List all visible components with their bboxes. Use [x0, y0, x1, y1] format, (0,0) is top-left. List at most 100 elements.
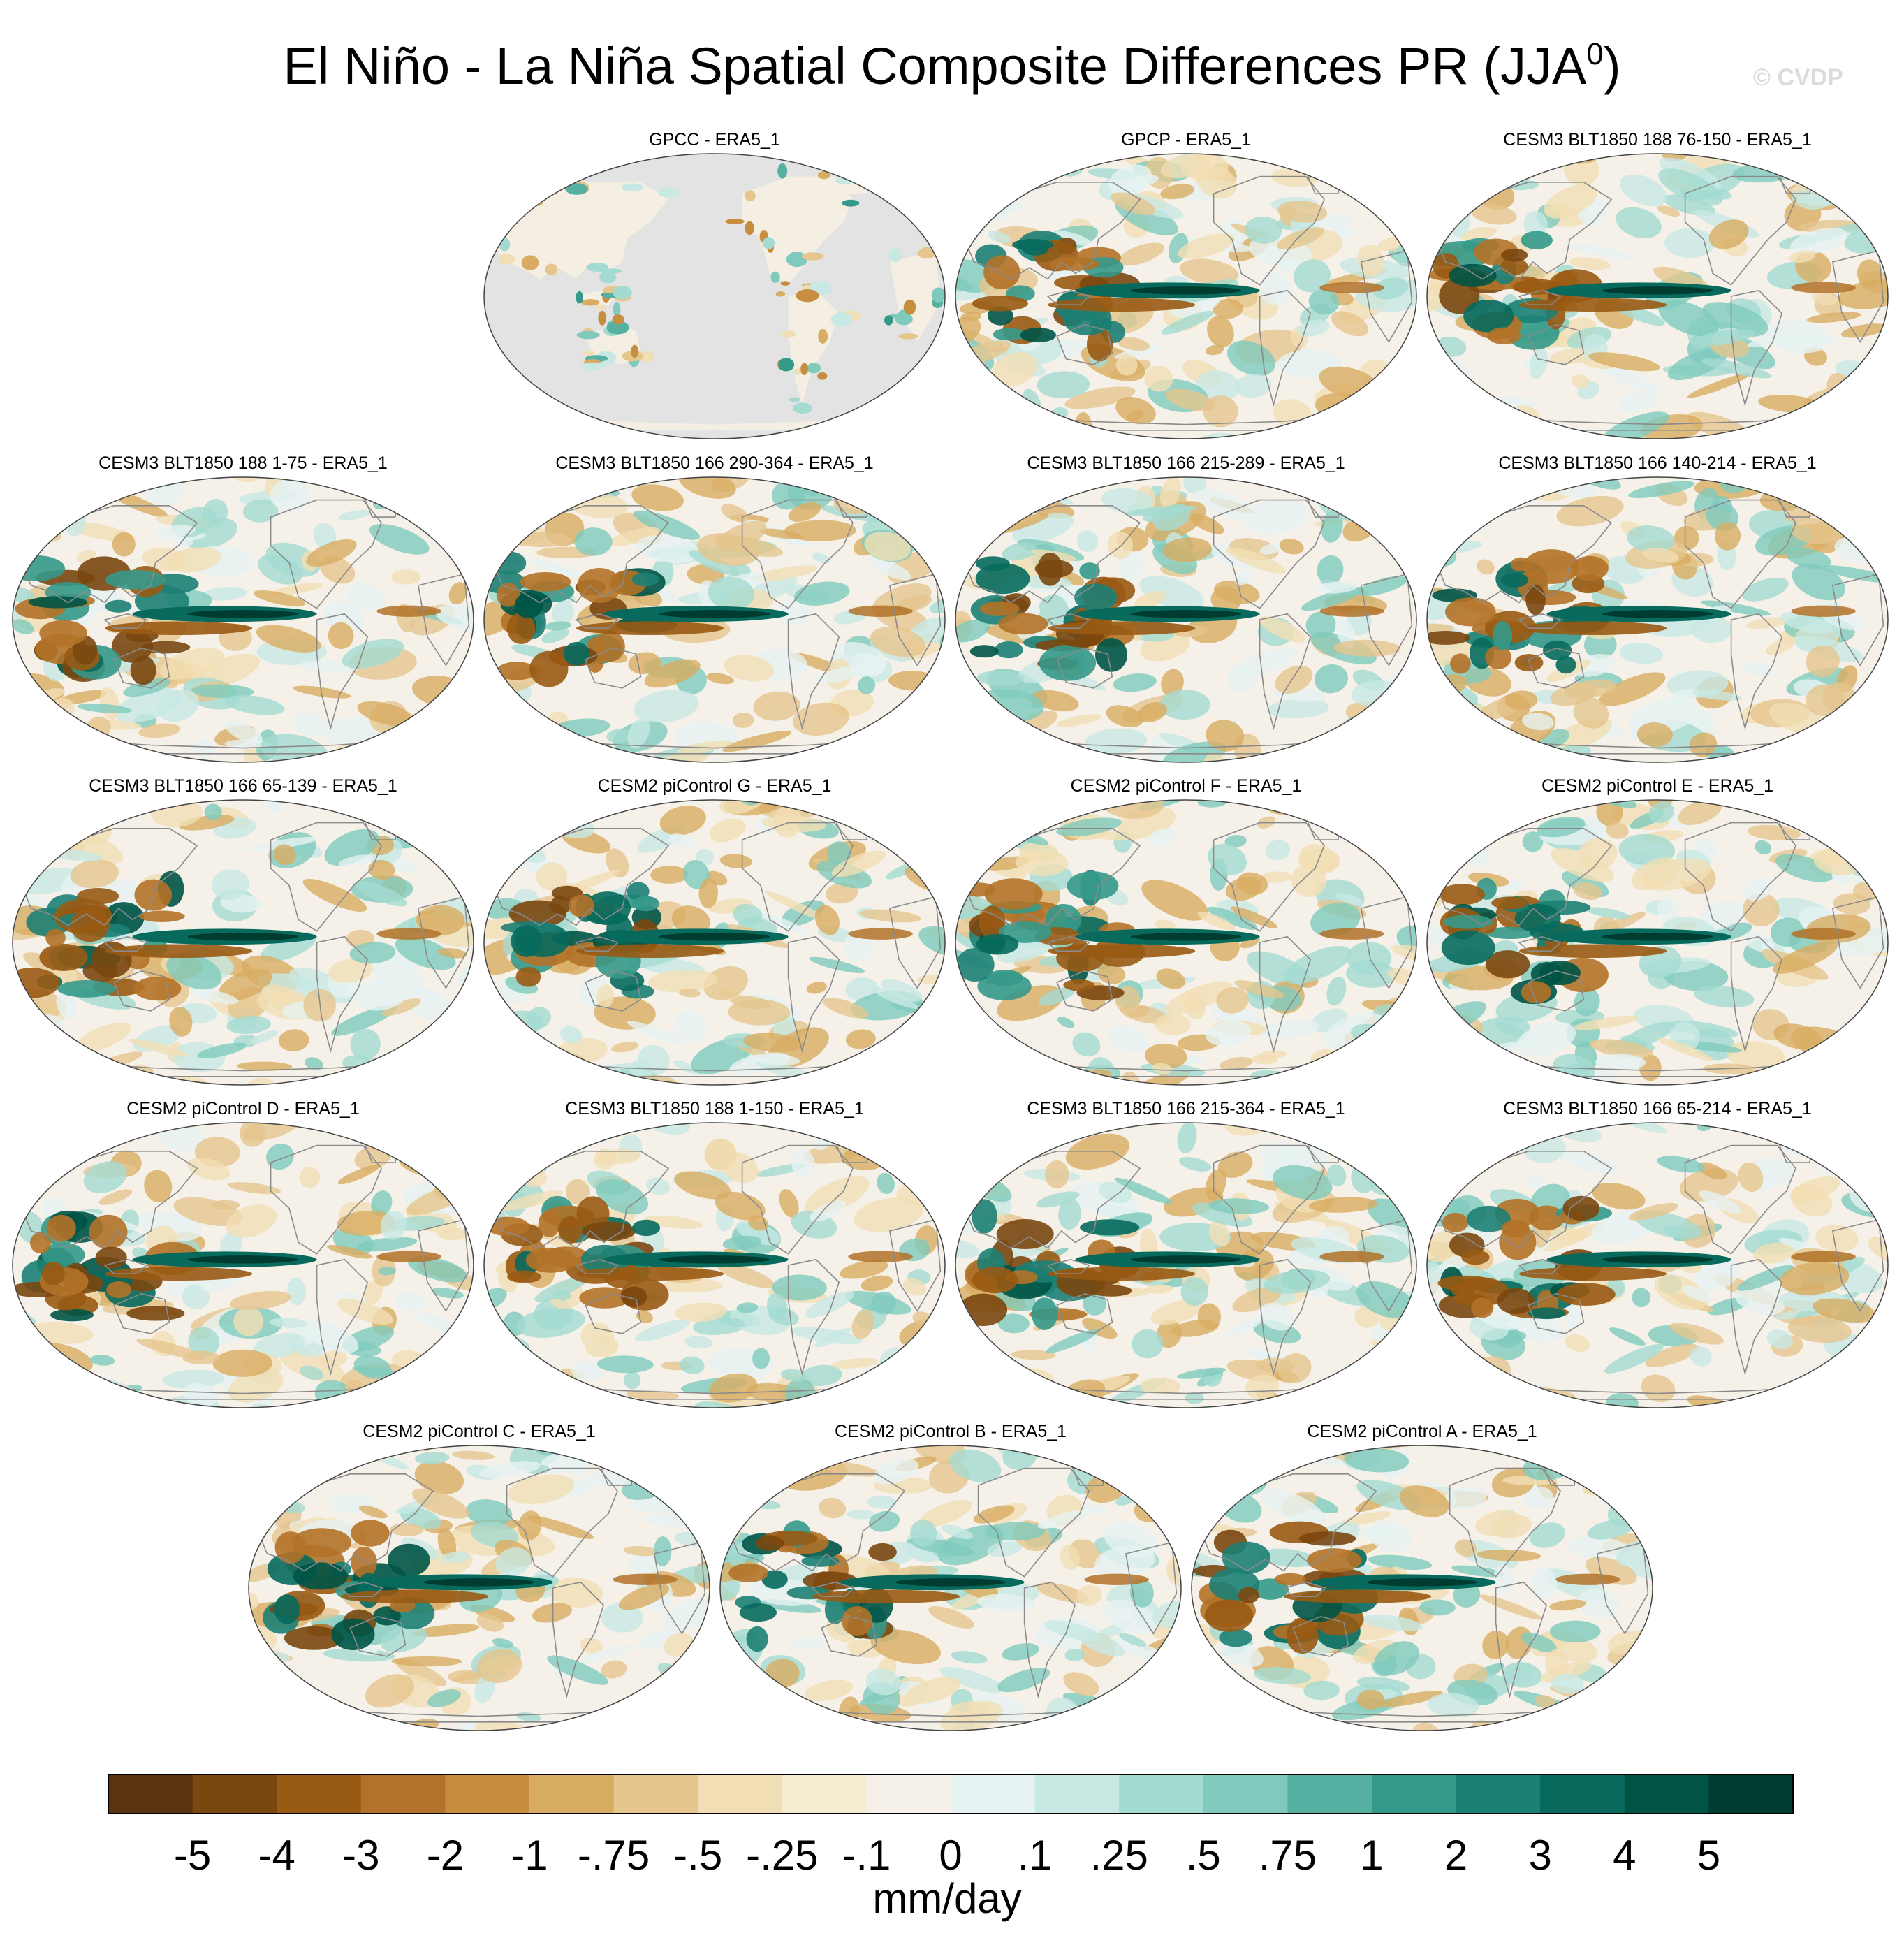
- anomaly-blob: [565, 478, 585, 492]
- anomaly-blob: [492, 1638, 513, 1648]
- coastline: [1056, 1292, 1113, 1334]
- anomaly-blob: [332, 1072, 383, 1081]
- anomaly-blob: [645, 752, 708, 762]
- anomaly-blob: [1522, 831, 1544, 852]
- anomaly-blob: [1427, 1262, 1440, 1272]
- panel-4: CESM3 BLT1850 188 1-75 - ERA5_1: [12, 453, 474, 808]
- anomaly-blob: [1806, 645, 1840, 678]
- anomaly-blob: [1571, 555, 1609, 581]
- anomaly-blob: [492, 850, 517, 870]
- anomaly-blob: [95, 1246, 127, 1269]
- anomaly-blob: [992, 351, 1038, 386]
- anomaly-blob: [1687, 372, 1751, 398]
- anomaly-blob: [1645, 1343, 1699, 1367]
- colorbar-tick-label: 4: [1613, 1832, 1636, 1879]
- anomaly-blob: [766, 1293, 788, 1320]
- anomaly-blob: [599, 271, 617, 284]
- anomaly-blob: [1411, 1722, 1441, 1731]
- anomaly-blob: [898, 333, 919, 340]
- anomaly-blob: [972, 1199, 997, 1234]
- map-outline: [248, 1445, 710, 1731]
- anomaly-blob: [412, 1624, 480, 1637]
- anomaly-blob: [1500, 257, 1528, 275]
- anomaly-blob: [1224, 835, 1247, 848]
- coastline: [417, 573, 470, 666]
- anomaly-blob: [1232, 1286, 1282, 1313]
- anomaly-blob: [1485, 950, 1530, 979]
- anomaly-blob: [128, 1038, 189, 1057]
- anomaly-blob: [942, 1524, 973, 1540]
- anomaly-blob: [1063, 1672, 1099, 1696]
- anomaly-blob: [579, 1287, 631, 1309]
- anomaly-blob: [1427, 1693, 1479, 1718]
- anomaly-blob: [634, 690, 699, 723]
- anomaly-blob: [1775, 854, 1834, 882]
- coastline: [1259, 289, 1312, 407]
- anomaly-blob: [448, 582, 467, 605]
- panel-1: GPCC - ERA5_1: [483, 130, 946, 439]
- anomaly-blob: [997, 1313, 1030, 1334]
- coastline: [964, 182, 1141, 280]
- anomaly-blob: [437, 1227, 469, 1241]
- anomaly-blob: [1642, 548, 1679, 563]
- anomaly-blob: [1609, 1327, 1646, 1346]
- anomaly-blob: [1641, 1374, 1676, 1403]
- anomaly-blob: [1179, 258, 1239, 285]
- anomaly-blob: [1619, 643, 1664, 664]
- colorbar-tick-label: -3: [342, 1832, 379, 1879]
- anomaly-blob: [55, 775, 88, 808]
- anomaly-blob: [1602, 411, 1669, 439]
- anomaly-blob: [534, 1276, 588, 1302]
- chart-title-text: El Niño - La Niña Spatial Composite Diff…: [283, 37, 1587, 95]
- anomaly-blob: [1544, 184, 1597, 219]
- anomaly-blob: [1598, 364, 1662, 395]
- equatorial-dry-band: [812, 1589, 960, 1604]
- anomaly-blob: [89, 1355, 115, 1366]
- anomaly-blob: [1594, 1691, 1613, 1702]
- anomaly-blob: [1692, 690, 1742, 701]
- anomaly-blob: [631, 572, 659, 587]
- anomaly-blob: [1632, 1288, 1651, 1308]
- anomaly-blob: [1606, 822, 1629, 839]
- anomaly-blob: [1466, 1205, 1511, 1232]
- coastline: [811, 1581, 855, 1597]
- watermark: © CVDP: [1753, 64, 1843, 91]
- anomaly-blob: [515, 1307, 585, 1338]
- anomaly-blob: [1556, 1283, 1616, 1306]
- anomaly-blob: [1523, 211, 1548, 238]
- anomaly-blob: [1742, 662, 1773, 676]
- anomaly-blob: [484, 1036, 514, 1054]
- anomaly-blob: [41, 1242, 85, 1267]
- anomaly-blob: [1391, 945, 1416, 962]
- equatorial-dry-band: [1519, 944, 1667, 959]
- anomaly-blob: [1007, 1072, 1041, 1094]
- panel-15: CESM3 BLT1850 166 65-214 - ERA5_1: [1426, 1099, 1889, 1408]
- equatorial-wet-core: [187, 1255, 299, 1264]
- anomaly-blob: [1206, 720, 1245, 752]
- anomaly-blob: [249, 1591, 259, 1611]
- anomaly-blob: [337, 1299, 394, 1325]
- anomaly-blob: [1573, 1015, 1640, 1030]
- anomaly-blob: [634, 1319, 690, 1342]
- equatorial-dry-band: [105, 621, 253, 636]
- anomaly-blob: [966, 187, 1002, 207]
- anomaly-blob: [877, 1172, 895, 1195]
- anomaly-blob: [1352, 427, 1396, 439]
- anomaly-blob: [1283, 946, 1352, 984]
- anomaly-blob: [1789, 227, 1848, 255]
- anomaly-blob: [1521, 713, 1554, 731]
- anomaly-blob: [1450, 653, 1471, 674]
- anomaly-blob: [298, 1711, 316, 1731]
- anomaly-blob: [42, 477, 87, 488]
- panel-8: CESM3 BLT1850 166 65-139 - ERA5_1: [12, 776, 474, 1086]
- anomaly-blob: [1819, 1150, 1878, 1174]
- anomaly-blob: [188, 1327, 220, 1357]
- coastline: [1360, 249, 1413, 343]
- coastline: [787, 935, 840, 1054]
- anomaly-blob: [780, 1369, 808, 1382]
- anomaly-blob: [1521, 231, 1553, 249]
- anomaly-blob: [1038, 595, 1069, 626]
- anomaly-blob: [1592, 1183, 1646, 1210]
- anomaly-blob: [1790, 1183, 1833, 1217]
